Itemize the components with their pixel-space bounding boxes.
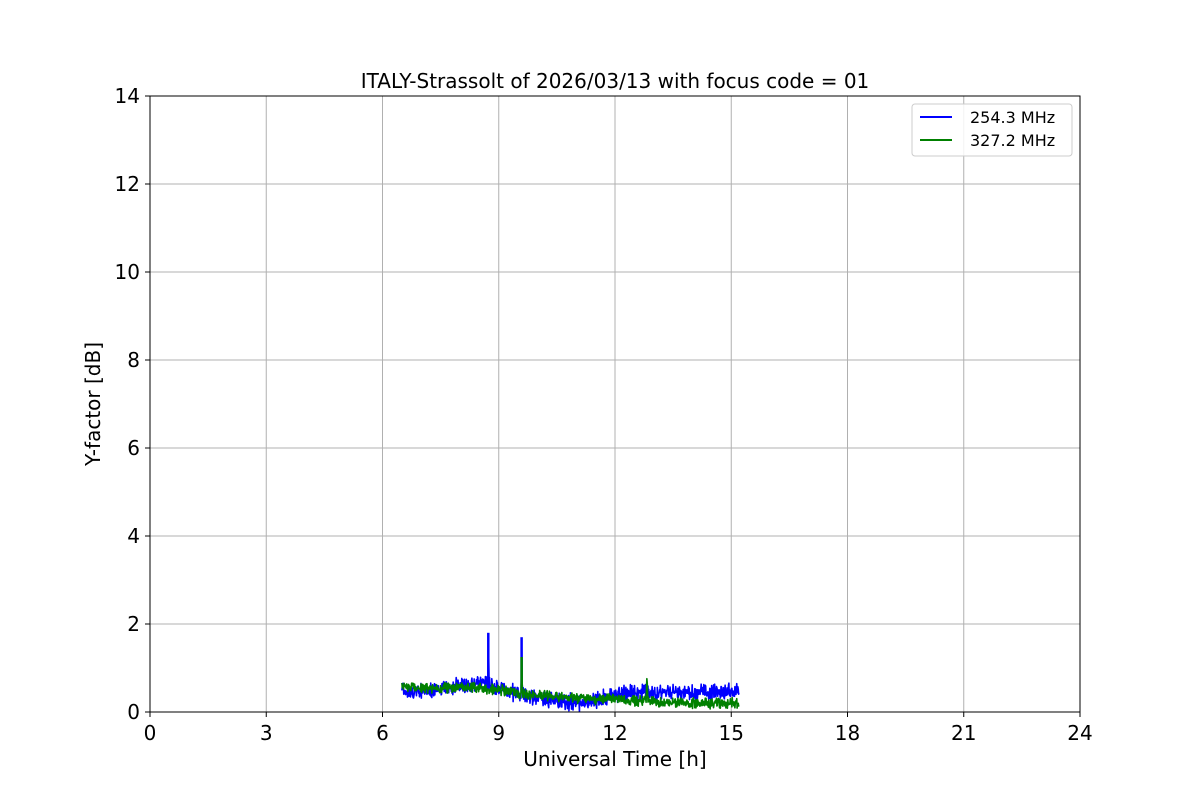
y-tick-label: 4 [127, 524, 140, 548]
x-tick-label: 6 [376, 721, 389, 745]
x-axis-label: Universal Time [h] [523, 747, 706, 771]
x-tick-label: 9 [492, 721, 505, 745]
series-line-1 [401, 657, 740, 710]
y-tick-label: 2 [127, 612, 140, 636]
x-tick-label: 3 [260, 721, 273, 745]
x-tick-label: 24 [1067, 721, 1092, 745]
x-tick-label: 18 [835, 721, 860, 745]
y-tick-label: 12 [115, 172, 140, 196]
y-tick-label: 8 [127, 348, 140, 372]
chart-title: ITALY-Strassolt of 2026/03/13 with focus… [361, 69, 870, 93]
legend-label-327-mhz: 327.2 MHz [970, 131, 1055, 150]
legend: 254.3 MHz 327.2 MHz [911, 103, 1073, 157]
series-layer [401, 632, 740, 713]
y-tick-label: 14 [115, 84, 140, 108]
x-tick-label: 15 [719, 721, 744, 745]
x-tick-label: 21 [951, 721, 976, 745]
series-line-0 [401, 637, 740, 713]
legend-label-254-mhz: 254.3 MHz [970, 108, 1055, 127]
x-tick-label: 0 [144, 721, 157, 745]
y-axis-label: Y-factor [dB] [81, 342, 105, 467]
x-tick-label: 12 [602, 721, 627, 745]
y-tick-label: 6 [127, 436, 140, 460]
y-tick-label: 0 [127, 700, 140, 724]
y-tick-label: 10 [115, 260, 140, 284]
